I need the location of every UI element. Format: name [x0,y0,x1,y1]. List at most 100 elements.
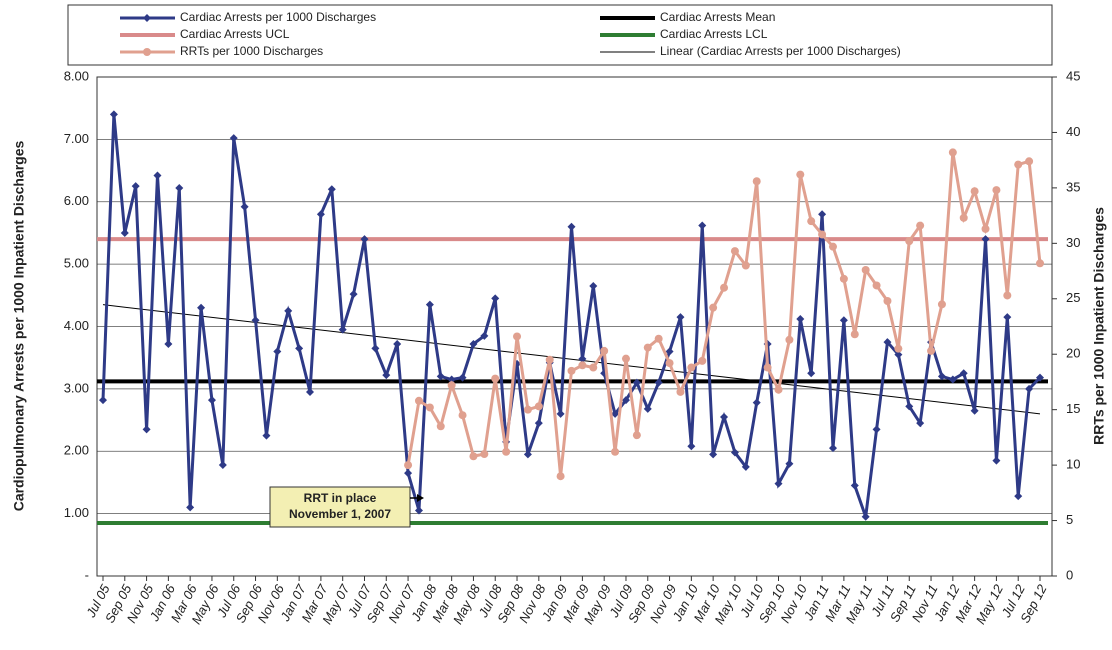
legend-marker [143,48,151,56]
point [981,224,990,233]
point [752,398,761,407]
point [785,335,794,344]
legend-label: Cardiac Arrests UCL [180,27,290,41]
point [665,359,674,368]
point [632,378,641,387]
series-line [406,152,1042,477]
y-tick-label: 6.00 [64,193,89,208]
point [937,300,946,309]
point [491,294,500,303]
point [1014,492,1023,501]
point [807,369,816,378]
point [687,363,696,372]
point [186,503,195,512]
point [970,406,979,415]
point [567,222,576,231]
point [523,405,532,414]
point [927,346,936,355]
y2-tick-label: 35 [1066,179,1080,194]
point [959,213,968,222]
point [959,369,968,378]
point [469,452,478,461]
point [262,431,271,440]
point [698,221,707,230]
point [839,316,848,325]
point [371,344,380,353]
point [207,396,216,405]
y2-tick-label: 25 [1066,290,1080,305]
point [992,186,1001,195]
y-tick-label: 3.00 [64,380,89,395]
annotation-box [269,486,411,528]
point [785,459,794,468]
point [948,375,957,384]
point [730,247,739,256]
y2-axis-title: RRTs per 1000 Inpatient Discharges [1091,207,1107,445]
point [774,385,783,394]
point [164,339,173,348]
y-tick-label: 4.00 [64,318,89,333]
y2-tick-label: 30 [1066,235,1080,250]
point [752,177,761,186]
point [872,425,881,434]
point [1014,160,1023,169]
point [589,281,598,290]
y2-tick-label: 0 [1066,567,1073,582]
point [621,396,630,405]
point [349,290,358,299]
point [665,347,674,356]
legend-marker [143,14,151,22]
point [458,411,467,420]
annotation-text: RRT in place [304,491,377,505]
point [502,447,511,456]
point [469,339,478,348]
point [861,265,870,274]
point [992,456,1001,465]
legend-label: Linear (Cardiac Arrests per 1000 Dischar… [660,44,901,58]
point [654,334,663,343]
point [1003,291,1012,300]
y-axis-title: Cardiopulmonary Arrests per 1000 Inpatie… [11,140,27,511]
series-line [101,114,1042,518]
point [894,350,903,359]
y-tick-label: 1.00 [64,505,89,520]
point [807,217,816,226]
y-tick-label: - [85,567,89,582]
point [273,347,282,356]
point [109,110,118,119]
y-tick-label: 7.00 [64,131,89,146]
point [578,361,587,370]
point [218,460,227,469]
point [676,313,685,322]
annotation-arrowhead [417,494,424,502]
point [556,409,565,418]
trend-line [102,304,1041,415]
point [120,228,129,237]
point [763,363,772,372]
point [774,479,783,488]
point [360,235,369,244]
point [720,283,729,292]
point [839,274,848,283]
point [240,202,249,211]
legend-box [67,4,1053,66]
point [600,346,609,355]
point [894,344,903,353]
point [1036,373,1044,382]
point [556,472,565,481]
point [818,230,827,239]
point [1025,384,1034,393]
point [404,461,413,470]
point [1003,313,1012,322]
point [883,338,892,347]
point [578,354,587,363]
point [632,431,641,440]
point [905,402,914,411]
point [611,447,620,456]
y2-tick-label: 40 [1066,124,1080,139]
point [131,182,140,191]
point [589,363,598,372]
point [698,356,707,365]
point [142,425,151,434]
